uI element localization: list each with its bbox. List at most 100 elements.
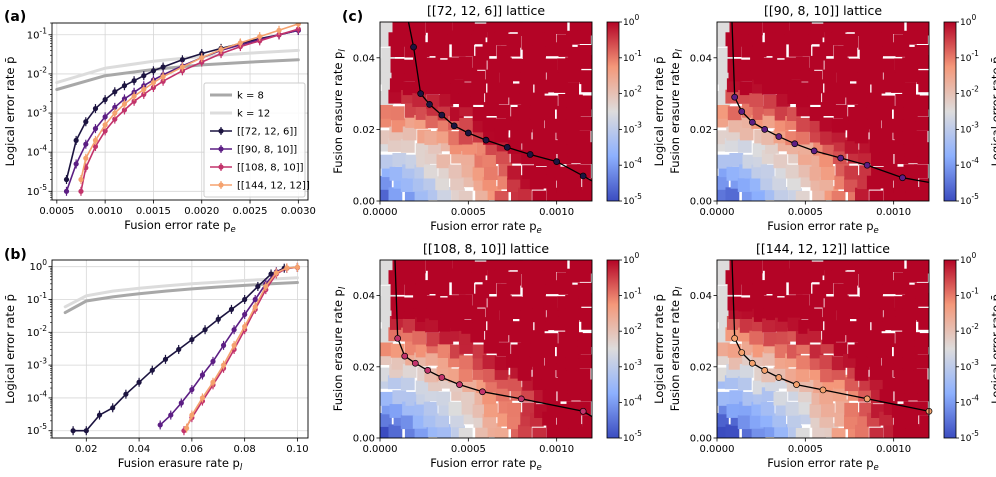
heatmap-cell xyxy=(509,260,523,271)
heatmap-cell xyxy=(773,391,788,406)
data-point xyxy=(273,270,279,276)
heatmap-cell xyxy=(819,280,834,294)
heatmap-cells xyxy=(717,260,929,438)
heatmap-cell xyxy=(904,177,919,192)
heatmap-cell xyxy=(819,390,834,405)
heatmap-cell xyxy=(437,424,451,438)
heatmap-cell xyxy=(903,268,917,283)
heatmap-cell xyxy=(760,164,775,179)
heatmap-cell xyxy=(544,333,558,348)
data-point xyxy=(263,283,269,290)
heatmap-cell xyxy=(569,260,584,270)
heatmap-cell xyxy=(520,59,535,73)
threshold-point xyxy=(579,172,587,180)
y-axis-label: Fusion erasure rate pl xyxy=(331,49,348,174)
data-point xyxy=(121,101,128,107)
heatmap-cell xyxy=(760,176,775,191)
heatmap-cell xyxy=(529,343,544,358)
heatmap-cell xyxy=(582,178,592,193)
heatmap-cell xyxy=(532,427,547,438)
colorbar-tick-label: 100 xyxy=(623,13,639,28)
heatmap-cell xyxy=(544,95,558,110)
heatmap-cell xyxy=(798,22,812,35)
heatmap-cell xyxy=(738,297,753,312)
threshold-point xyxy=(424,367,432,374)
heatmap-cell xyxy=(739,81,754,96)
heatmap-cell xyxy=(761,42,776,57)
heatmap-cell xyxy=(854,260,869,274)
heatmap-cell xyxy=(807,328,822,343)
heatmap-cell xyxy=(402,318,417,333)
heatmap-cell xyxy=(436,154,451,169)
threshold-point xyxy=(731,93,739,101)
heatmap-cell xyxy=(749,260,763,274)
heatmap-cell xyxy=(518,187,532,201)
heatmap-cell xyxy=(866,343,881,358)
heatmap-cell xyxy=(914,282,929,297)
y-tick-label: 0.04 xyxy=(690,53,712,64)
data-point xyxy=(220,342,227,348)
data-point xyxy=(294,264,301,270)
heatmap-cell xyxy=(530,330,545,345)
heatmap-cell xyxy=(812,427,826,438)
heatmap-cell xyxy=(400,415,415,430)
heatmap-cell xyxy=(808,70,823,85)
heatmap-cell xyxy=(772,282,787,297)
heatmap-cell xyxy=(567,68,582,83)
heatmap-cell xyxy=(879,32,893,47)
heatmap-cell xyxy=(447,295,462,309)
heatmap-cell xyxy=(532,308,546,322)
heatmap-cell xyxy=(902,119,917,133)
heatmap-cell xyxy=(412,22,426,36)
heatmap-cell xyxy=(902,319,916,334)
heatmap-cell xyxy=(435,282,450,297)
heatmap-cell xyxy=(458,93,473,108)
heatmap-cell xyxy=(567,177,582,192)
data-point xyxy=(73,137,79,144)
heatmap-cell xyxy=(845,58,859,73)
heatmap-cell xyxy=(542,151,557,166)
x-tick-label: 0.0030 xyxy=(281,206,316,217)
heatmap-cell xyxy=(750,57,764,71)
heatmap-cell xyxy=(869,281,883,296)
heatmap-cell xyxy=(760,401,775,416)
heatmap-cell xyxy=(762,80,776,95)
heatmap-cell xyxy=(380,113,392,128)
heatmap-cell xyxy=(483,368,497,383)
heatmap-cell xyxy=(414,188,429,201)
heatmap-cell xyxy=(484,166,498,180)
data-point xyxy=(92,105,99,112)
heatmap-cell xyxy=(426,295,441,310)
y-tick-label: 0.02 xyxy=(690,362,712,373)
heatmap-cell xyxy=(724,375,739,390)
x-axis-label: Fusion error rate pe xyxy=(767,456,879,473)
heatmap-cell xyxy=(749,330,764,345)
heatmap-cell xyxy=(738,59,753,74)
heatmap-cell xyxy=(832,320,847,335)
heatmap-cell xyxy=(772,44,787,59)
data-point xyxy=(102,122,108,128)
heatmap-cell xyxy=(391,118,406,133)
heatmap-cell xyxy=(869,190,884,201)
heatmap-cell xyxy=(460,42,475,57)
threshold-point xyxy=(411,359,419,367)
heatmap-cell xyxy=(916,70,929,85)
heatmap-cell xyxy=(388,32,403,47)
heatmap-cell xyxy=(727,106,742,121)
threshold-point xyxy=(450,122,458,130)
heatmap-cell xyxy=(787,176,801,191)
panel-label-b: (b) xyxy=(4,247,27,263)
heatmap-cell xyxy=(389,404,404,418)
data-point xyxy=(110,405,116,411)
heatmap-cell xyxy=(482,355,497,369)
heatmap-cell xyxy=(554,79,568,93)
heatmap-cell xyxy=(867,269,882,284)
panel-label-a: (a) xyxy=(4,9,26,25)
heatmap-cell xyxy=(485,69,500,84)
colorbar-tick-label: 10-4 xyxy=(960,156,979,171)
heatmap-cell xyxy=(878,344,892,358)
heatmap-cell xyxy=(739,363,754,378)
heatmap-cell xyxy=(413,294,427,309)
data-point xyxy=(102,128,108,134)
data-point xyxy=(157,422,163,428)
